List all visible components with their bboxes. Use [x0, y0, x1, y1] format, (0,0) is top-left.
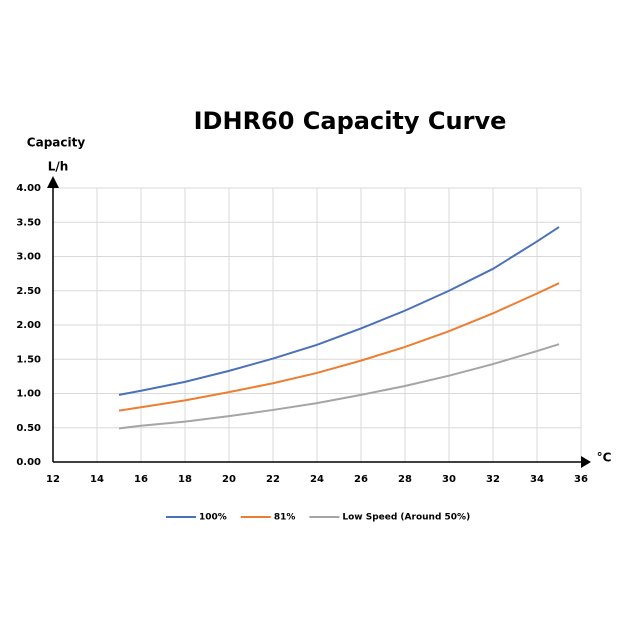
legend-label: Low Speed (Around 50%) — [342, 513, 470, 523]
x-axis-arrow — [581, 456, 591, 468]
y-tick-label: 1.50 — [16, 354, 41, 365]
y-tick-label: 3.50 — [16, 217, 41, 228]
x-tick-label: 26 — [354, 474, 368, 485]
x-tick-label: 30 — [442, 474, 456, 485]
line-series — [118, 343, 560, 430]
x-axis-label: °C — [597, 451, 612, 465]
x-tick-label: 34 — [530, 474, 544, 485]
x-tick-label: 24 — [310, 474, 324, 485]
x-tick-label: 28 — [398, 474, 412, 485]
x-tick-label: 22 — [266, 474, 280, 485]
y-tick-label: 3.00 — [16, 252, 41, 263]
y-axis-label: Capacity — [27, 136, 86, 150]
x-tick-label: 18 — [178, 474, 192, 485]
x-tick-label: 36 — [574, 474, 588, 485]
y-tick-label: 4.00 — [16, 183, 41, 194]
x-tick-label: 20 — [222, 474, 236, 485]
legend-label: 81% — [274, 513, 296, 523]
y-axis-unit: L/h — [48, 160, 69, 174]
legend-label: 100% — [199, 513, 227, 523]
x-tick-label: 16 — [134, 474, 148, 485]
line-series — [118, 282, 560, 412]
chart-title: IDHR60 Capacity Curve — [194, 107, 507, 135]
y-tick-label: 1.00 — [16, 389, 41, 400]
y-axis-arrow — [47, 176, 59, 188]
x-tick-label: 32 — [486, 474, 500, 485]
y-tick-label: 2.00 — [16, 320, 41, 331]
x-tick-label: 14 — [90, 474, 104, 485]
y-tick-label: 0.00 — [16, 457, 41, 468]
y-tick-label: 2.50 — [16, 286, 41, 297]
line-series — [118, 226, 560, 396]
y-tick-label: 0.50 — [16, 423, 41, 434]
x-tick-label: 12 — [46, 474, 60, 485]
